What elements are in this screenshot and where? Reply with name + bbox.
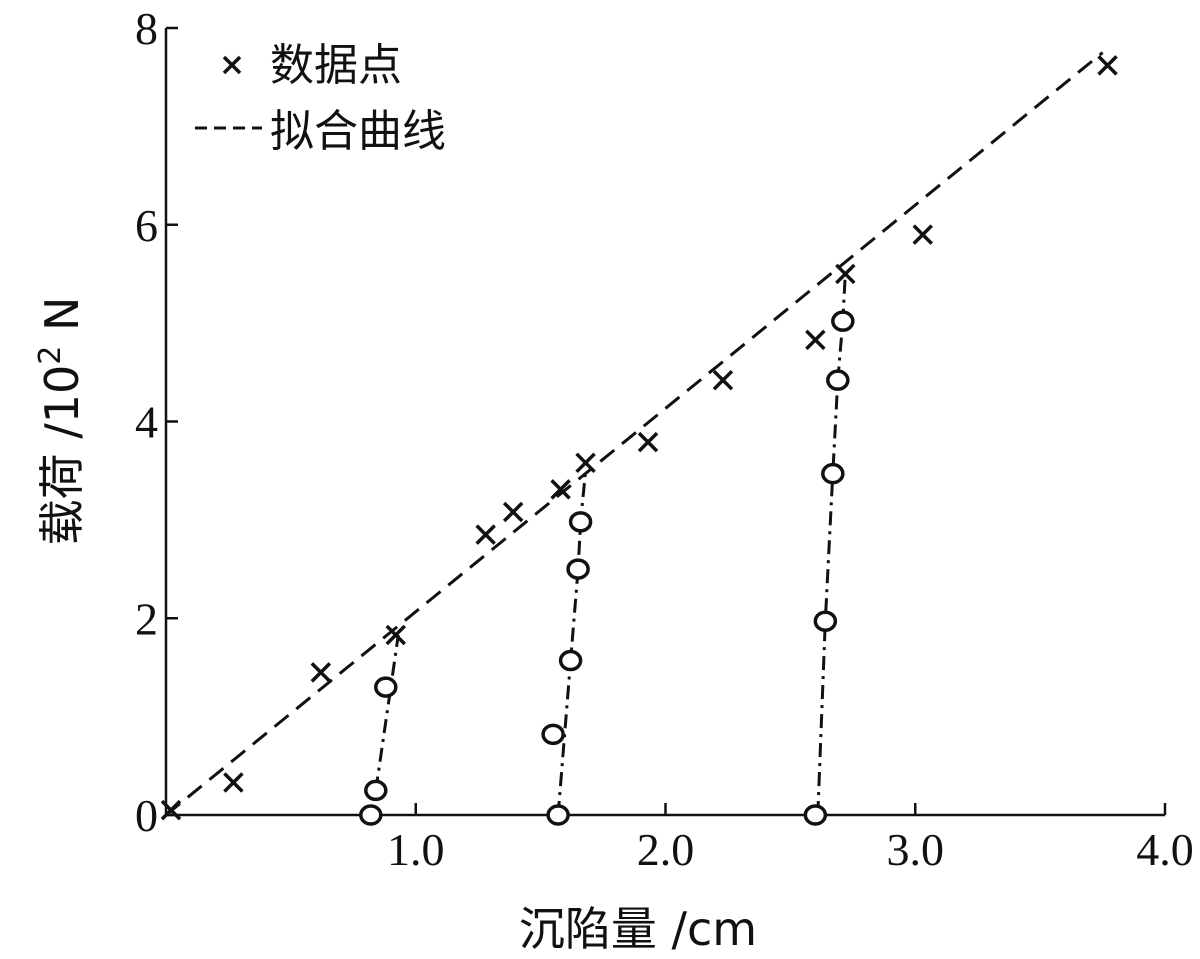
y-axis-title-superscript: 2 xyxy=(33,346,68,365)
circle-marker-point xyxy=(568,511,593,533)
legend-entry-data-points: 数据点 xyxy=(222,40,402,91)
unload-line xyxy=(556,470,588,816)
x-tick-label: 1.0 xyxy=(387,824,445,875)
unload-line xyxy=(374,634,400,791)
legend-entry-fit-curve: 拟合曲线 xyxy=(195,106,446,157)
y-tick-label: 2 xyxy=(135,593,158,644)
x-marker-point xyxy=(835,263,856,285)
y-tick-label: 6 xyxy=(135,200,158,251)
x-marker-point xyxy=(160,799,182,821)
unload-line xyxy=(816,273,847,816)
fit-lines xyxy=(165,51,1104,817)
x-tick-label: 4.0 xyxy=(1136,824,1194,875)
x-marker-stroke xyxy=(550,479,571,500)
x-marker-stroke xyxy=(160,799,182,821)
circle-marker-point xyxy=(821,462,845,485)
circle-marker-point xyxy=(831,310,855,332)
legend-label-fit-curve: 拟合曲线 xyxy=(270,106,446,157)
x-marker-point xyxy=(575,452,596,474)
x-marker-point xyxy=(637,431,659,453)
x-marker-point xyxy=(475,524,496,545)
circle-marker-point xyxy=(558,649,583,672)
x-tick-label: 2.0 xyxy=(637,824,695,875)
y-tick-label: 0 xyxy=(135,790,158,841)
y-ticks: 0 2 4 6 8 xyxy=(135,3,178,841)
circle-marker-point xyxy=(803,804,828,826)
fit-line xyxy=(165,51,1104,817)
x-marker-stroke xyxy=(637,431,659,453)
x-marker-point xyxy=(712,369,734,391)
data-points xyxy=(160,55,1118,826)
circle-marker-point xyxy=(566,558,590,580)
y-axis-title: 载荷 /102 N xyxy=(33,297,89,546)
y-axis-title-unit: N xyxy=(35,297,89,346)
y-axis-title-group: 载荷 /102 N xyxy=(33,297,89,546)
x-marker-point xyxy=(1097,55,1118,76)
legend-x-marker xyxy=(222,55,242,75)
x-marker-point xyxy=(223,772,244,793)
circle-marker-point xyxy=(813,610,838,632)
y-axis-title-main: 载荷 /10 xyxy=(35,365,89,546)
x-marker-stroke xyxy=(385,624,407,646)
y-tick-label: 4 xyxy=(135,397,158,448)
legend: 数据点 拟合曲线 xyxy=(195,40,446,157)
y-tick-label: 8 xyxy=(135,3,158,54)
circle-marker-point xyxy=(374,676,398,698)
x-marker-stroke xyxy=(475,524,496,545)
circle-marker-point xyxy=(541,723,565,746)
x-marker-stroke xyxy=(912,224,933,245)
x-marker-stroke xyxy=(712,369,734,391)
circle-marker-point xyxy=(364,779,388,802)
x-marker-stroke xyxy=(223,772,244,793)
x-marker-point xyxy=(502,501,524,523)
x-marker-point xyxy=(385,624,407,646)
x-marker-stroke xyxy=(835,263,856,285)
circle-marker-point xyxy=(359,804,383,826)
x-marker-stroke xyxy=(575,452,596,474)
x-tick-label: 3.0 xyxy=(887,824,945,875)
x-axis-title: 沉陷量 /cm xyxy=(519,902,757,956)
x-marker-stroke xyxy=(805,329,826,351)
circle-marker-point xyxy=(826,369,850,391)
x-ticks: 1.0 2.0 3.0 4.0 xyxy=(387,803,1194,875)
circle-marker-point xyxy=(546,804,570,826)
x-marker-point xyxy=(805,329,826,351)
x-marker-point xyxy=(550,479,571,500)
x-marker-point xyxy=(310,662,332,683)
x-marker-stroke xyxy=(502,501,524,523)
x-marker-stroke xyxy=(1097,55,1118,76)
legend-label-data-points: 数据点 xyxy=(270,40,402,91)
x-marker-point xyxy=(912,224,933,245)
x-marker-stroke xyxy=(310,662,332,683)
